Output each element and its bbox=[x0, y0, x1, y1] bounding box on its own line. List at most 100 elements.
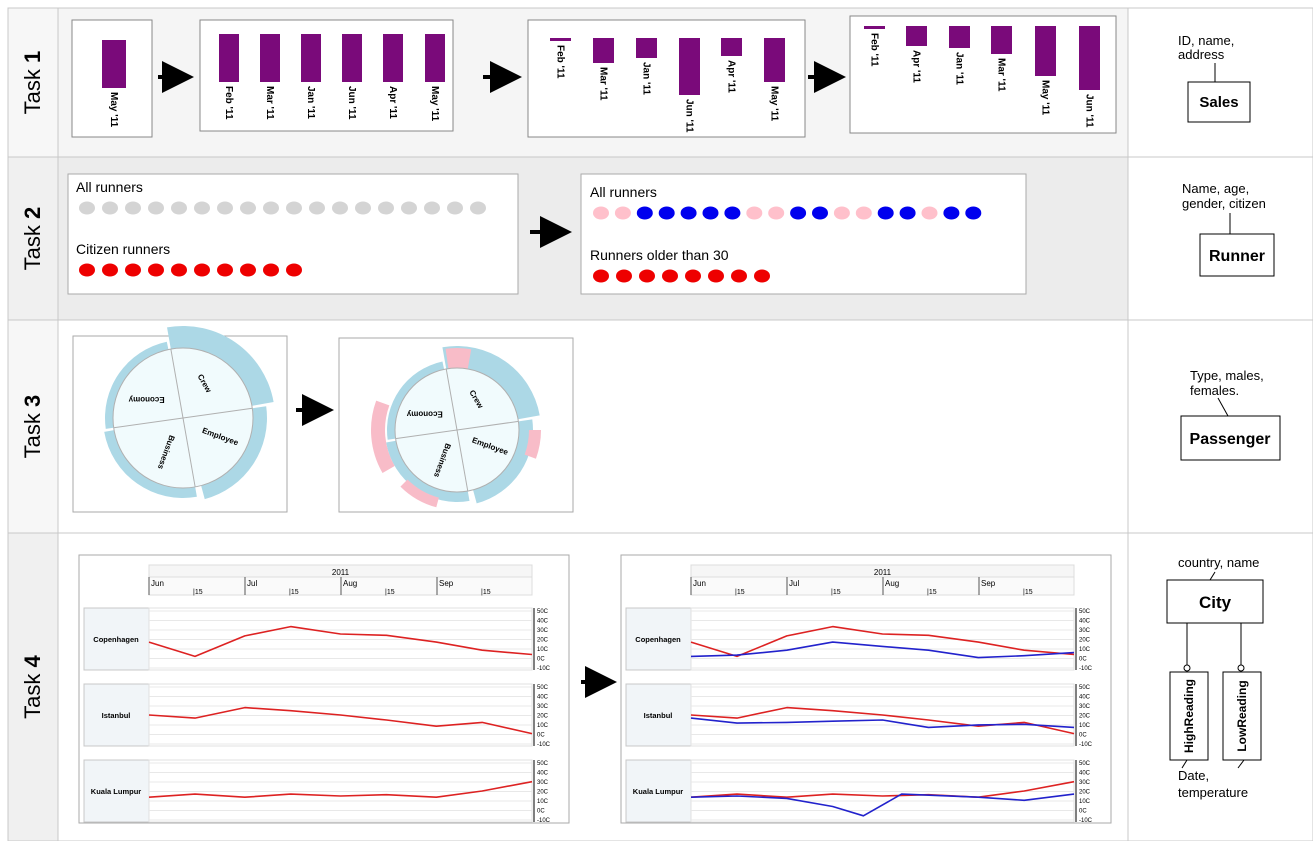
task2-citizen-dot bbox=[217, 263, 233, 277]
task4-axis-label: 50C bbox=[1079, 761, 1091, 767]
schema-connector bbox=[1181, 759, 1188, 769]
task4-low-reading-line bbox=[690, 641, 1075, 659]
task4-axis-label: -10C bbox=[537, 742, 551, 748]
task2-runner-dot bbox=[724, 206, 741, 220]
task4-axis-label: -10C bbox=[537, 818, 551, 824]
task4-axis-label: 0C bbox=[537, 657, 545, 663]
task2-citizen-dot bbox=[240, 263, 256, 277]
task4-axis-label: 10C bbox=[537, 647, 549, 653]
task2-citizen-dot bbox=[148, 263, 164, 277]
task4-day-label: |15 bbox=[385, 589, 395, 596]
task2-all-runners-label: All runners bbox=[76, 179, 143, 195]
task4-axis-label: 10C bbox=[1079, 647, 1091, 653]
task4-axis-label: 30C bbox=[1079, 704, 1091, 710]
task2-runner-dot bbox=[355, 201, 371, 215]
task4-city-label: Istanbul bbox=[644, 711, 673, 720]
task2-runner-dot bbox=[790, 206, 807, 220]
task1-chart-panel-2 bbox=[199, 19, 454, 132]
schema-passenger-attributes: Type, males, females. bbox=[1190, 368, 1264, 398]
task4-month-label: Sep bbox=[981, 579, 996, 588]
task3-sector-divider bbox=[170, 348, 184, 419]
task2-runner-dot bbox=[309, 201, 325, 215]
task1-bar-label: Jan '11 bbox=[954, 52, 965, 85]
task4-low-reading-line bbox=[690, 793, 1075, 817]
schema-high-reading-entity bbox=[1169, 671, 1209, 761]
task4-axis-label: 50C bbox=[537, 609, 549, 615]
schema-sales-attributes: ID, name, address bbox=[1178, 33, 1234, 62]
task1-chart-panel-3 bbox=[527, 19, 806, 138]
task4-city-label: Kuala Lumpur bbox=[91, 787, 142, 796]
task3-ring-segment bbox=[201, 406, 267, 500]
schema-relation-end bbox=[1237, 664, 1245, 672]
task4-axis-label: 20C bbox=[537, 790, 549, 796]
task1-bar-label: Jan '11 bbox=[641, 62, 652, 95]
task4-month-label: Aug bbox=[885, 579, 899, 588]
task1-bar bbox=[906, 26, 927, 46]
task3-ring-segment-pink bbox=[445, 347, 472, 369]
schema-passenger-name: Passenger bbox=[1190, 431, 1271, 448]
task4-axis-label: 0C bbox=[1079, 809, 1087, 815]
task2-runner-dot bbox=[965, 206, 982, 220]
task4-axis-label: 30C bbox=[1079, 780, 1091, 786]
task2-all-runners-label: All runners bbox=[590, 184, 657, 200]
task1-bar bbox=[864, 26, 885, 29]
task4-day-label: |15 bbox=[289, 589, 299, 596]
task2-citizen-runners-label: Citizen runners bbox=[76, 241, 170, 257]
task4-day-label: |15 bbox=[1023, 589, 1033, 596]
task1-content: May '11 Feb '11 Mar '11 Jan '11 Jun '11 Apr '… bbox=[71, 15, 1117, 138]
task3-sector-divider bbox=[182, 407, 253, 419]
task1-bar bbox=[1079, 26, 1100, 90]
task3-ring-segment-pink bbox=[524, 430, 541, 459]
task4-month-label: Jun bbox=[693, 579, 706, 588]
schema-runner-attributes: Name, age, gender, citizen bbox=[1182, 181, 1266, 211]
task4-city-label: Copenhagen bbox=[93, 635, 139, 644]
task2-panel-right bbox=[580, 173, 1027, 295]
task4-high-reading-line bbox=[690, 706, 1075, 735]
task1-bar-label: Jan '11 bbox=[305, 86, 316, 119]
task4-high-reading-line bbox=[148, 706, 533, 735]
task2-runner-dot bbox=[702, 206, 719, 220]
task1-bar-label: Feb '11 bbox=[869, 33, 880, 67]
schema-relation-end bbox=[1183, 664, 1191, 672]
task4-content: 2011 Jun |15 Jul |15 Aug |15 Sep |15 Copenhagen 50… bbox=[78, 554, 1112, 824]
task4-day-label: |15 bbox=[927, 589, 937, 596]
task3-ring-segment bbox=[105, 341, 169, 429]
task-row-label: Task 3 bbox=[20, 395, 45, 459]
task4-axis-label: 40C bbox=[537, 771, 549, 777]
task2-content: All runners Citizen runners All runners Run… bbox=[67, 173, 1027, 295]
task2-older-dot bbox=[593, 269, 609, 283]
task2-runner-dot bbox=[286, 201, 302, 215]
schema-connector bbox=[1237, 759, 1245, 769]
schema-runner-name: Runner bbox=[1209, 248, 1265, 265]
task2-runner-dot bbox=[658, 206, 675, 220]
task4-axis-label: 20C bbox=[1079, 638, 1091, 644]
task3-sector-divider bbox=[456, 420, 519, 431]
task4-axis-label: 40C bbox=[1079, 771, 1091, 777]
task4-axis-label: 20C bbox=[1079, 714, 1091, 720]
task4-axis-label: -10C bbox=[1079, 742, 1093, 748]
task2-runner-dot bbox=[593, 206, 609, 220]
task3-ring-segment-pink bbox=[400, 479, 439, 508]
task4-day-label: |15 bbox=[193, 589, 203, 596]
task3-ring-segment bbox=[104, 430, 197, 498]
task4-axis-label: 30C bbox=[537, 780, 549, 786]
task4-axis-label: 0C bbox=[537, 733, 545, 739]
task4-axis-label: 10C bbox=[537, 723, 549, 729]
task2-older-dot bbox=[731, 269, 747, 283]
task4-month-label: Jul bbox=[789, 579, 799, 588]
task1-bar bbox=[383, 34, 403, 82]
task1-bar-label: Jun '11 bbox=[684, 99, 695, 133]
task4-year-label: 2011 bbox=[332, 568, 350, 577]
task2-runner-dot bbox=[194, 201, 210, 215]
task4-axis-label: 40C bbox=[537, 619, 549, 625]
task1-bar-label: May '11 bbox=[1040, 80, 1051, 116]
schema-runner-entity bbox=[1199, 233, 1275, 277]
task4-year-label: 2011 bbox=[874, 568, 892, 577]
task4-axis-label: 10C bbox=[537, 799, 549, 805]
task1-bar-label: May '11 bbox=[769, 86, 780, 122]
task4-city-cell bbox=[83, 759, 150, 823]
task2-runner-dot bbox=[171, 201, 187, 215]
task4-axis-label: 30C bbox=[537, 628, 549, 634]
task2-older-dot bbox=[616, 269, 632, 283]
